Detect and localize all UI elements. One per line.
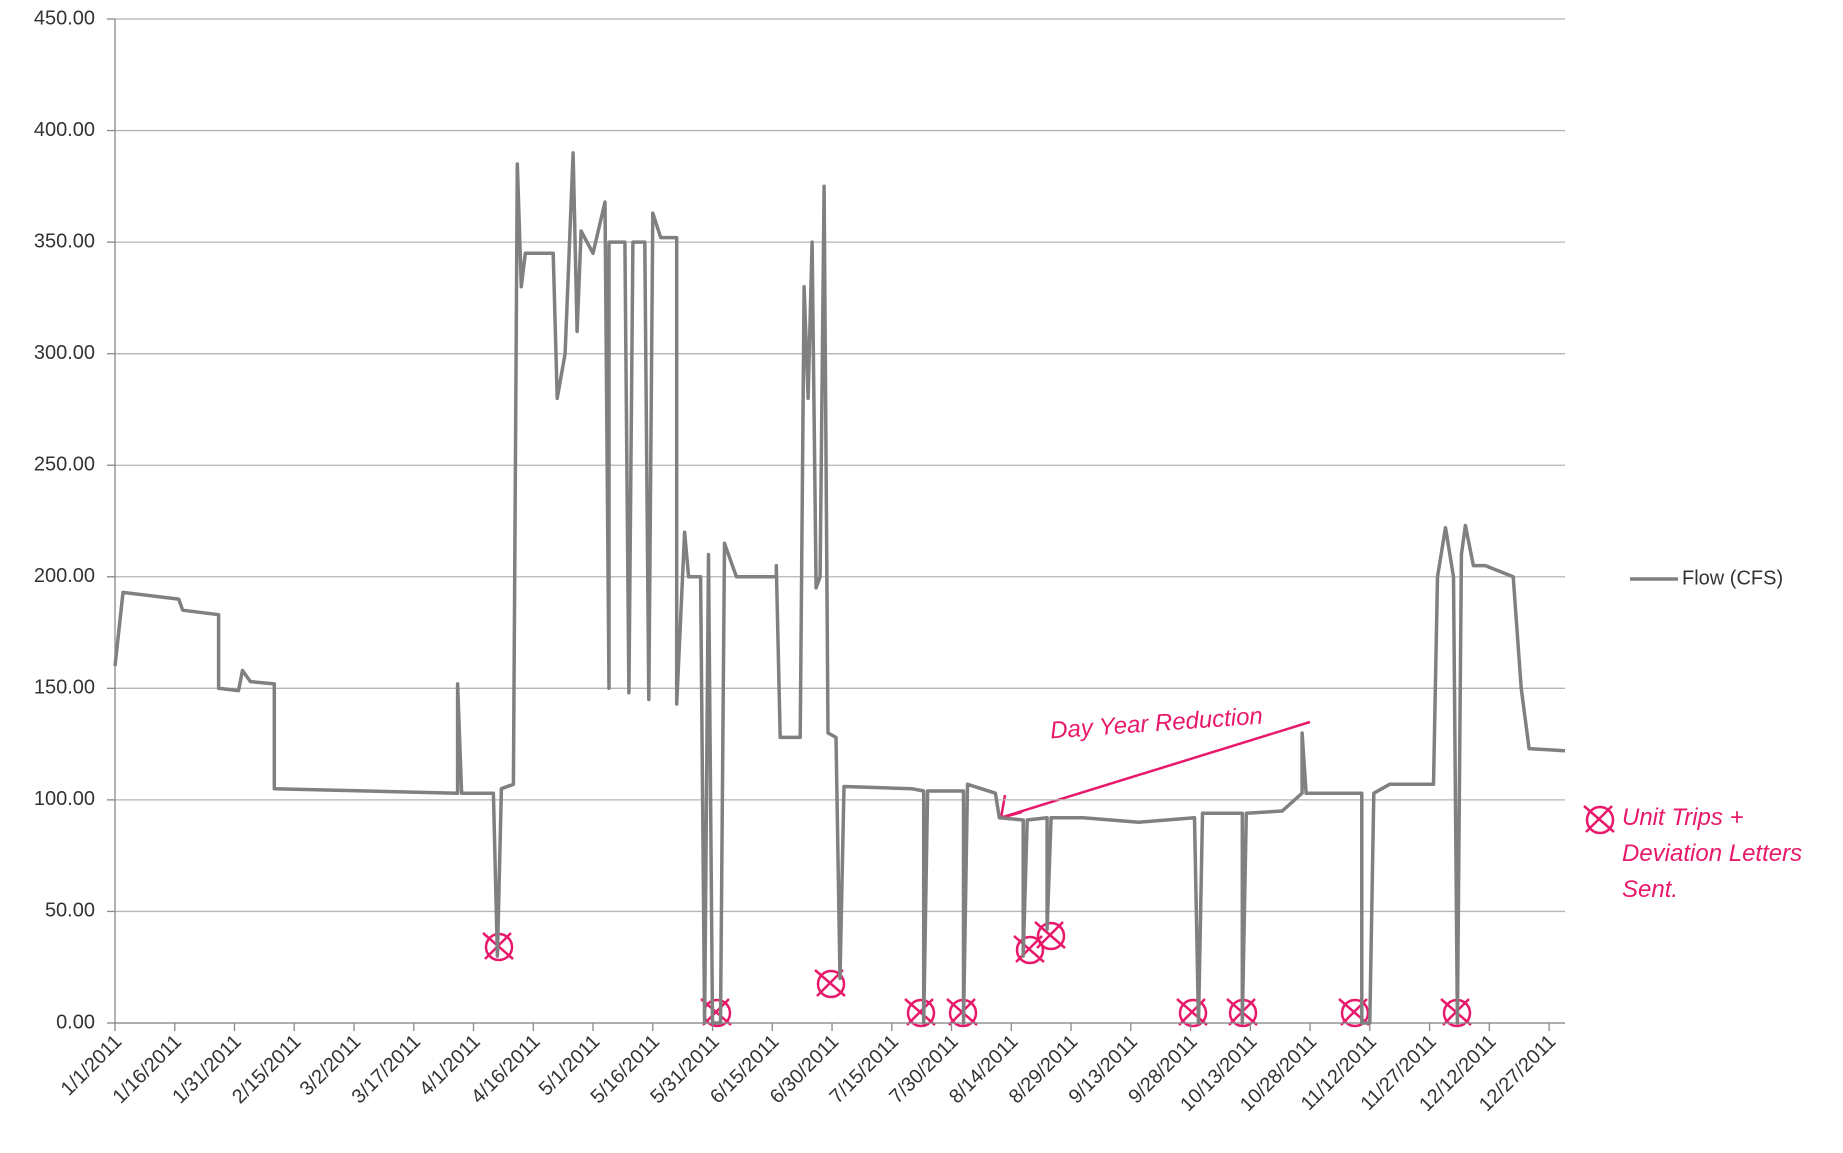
y-tick-label: 450.00 [34, 7, 95, 29]
y-tick-label: 100.00 [34, 788, 95, 810]
y-tick-label: 0.00 [56, 1011, 95, 1033]
trip-mark [903, 997, 937, 1028]
y-tick-label: 200.00 [34, 565, 95, 587]
trip-mark [1175, 997, 1209, 1028]
y-tick-label: 150.00 [34, 677, 95, 699]
arrow-head [999, 794, 1023, 820]
y-tick-label: 350.00 [34, 230, 95, 252]
y-tick-label: 250.00 [34, 454, 95, 476]
y-tick-label: 400.00 [34, 119, 95, 141]
annotation-arrow [1002, 720, 1311, 819]
flow-line [113, 151, 1566, 1025]
legend-trip-mark [1582, 804, 1616, 835]
trip-mark [1033, 920, 1067, 951]
y-tick-label: 300.00 [34, 342, 95, 364]
legend-label: Flow (CFS) [1682, 567, 1783, 589]
annotation-trips: Unit Trips + Deviation Letters Sent. [1622, 804, 1803, 903]
y-tick-label: 50.00 [45, 900, 95, 922]
